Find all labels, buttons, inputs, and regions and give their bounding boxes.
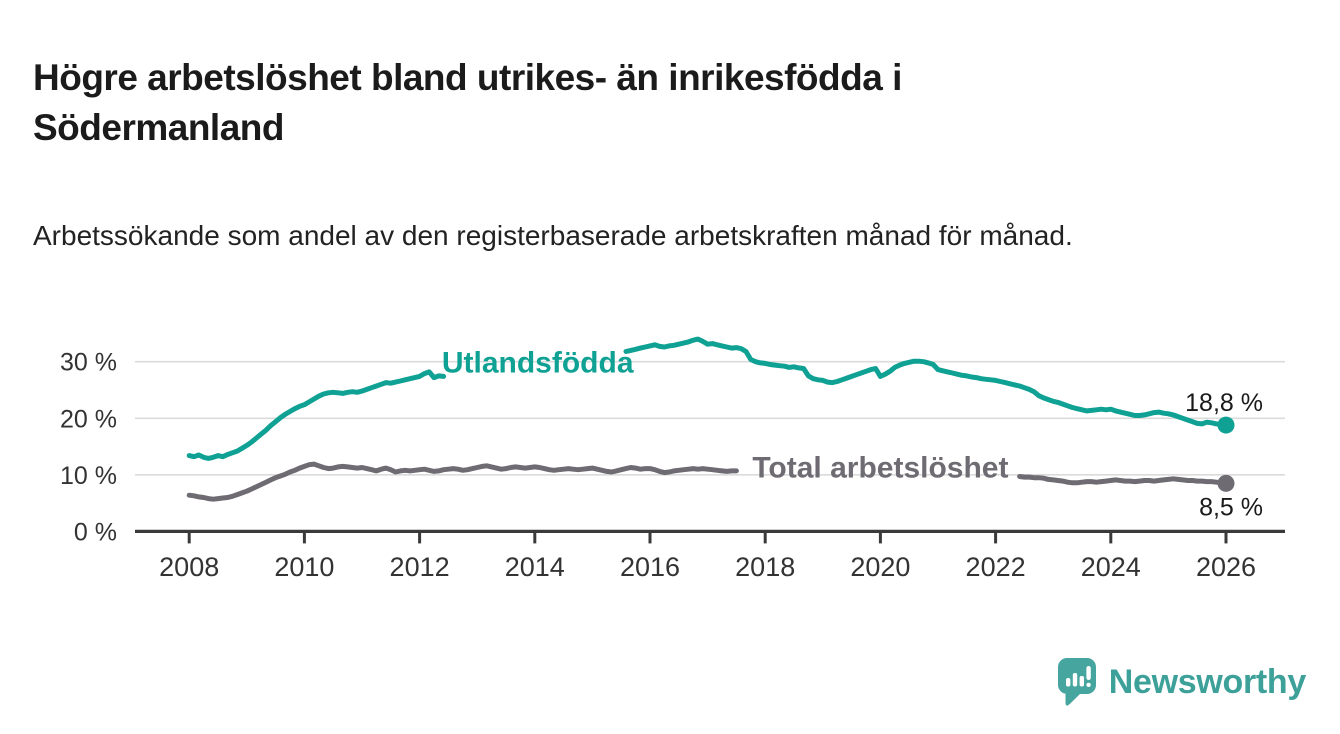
y-axis-labels: 0 % 10 % 20 % 30 % [60,349,117,547]
y-tick-label-10: 10 % [60,462,117,490]
x-tick-label-2012: 2012 [390,552,450,582]
series-end-dots [1217,416,1235,492]
x-axis [135,529,1285,544]
gridlines [135,360,1285,476]
series-end-dot-total [1217,474,1235,492]
newsworthy-bubble-chart-icon [1057,658,1096,706]
x-axis-labels: 2008 2010 2012 2014 2016 2018 2020 2022 2024 2026 [159,552,1256,582]
page-subtitle: Arbetssökande som andel av den registerb… [33,220,1073,251]
x-tick-label-2008: 2008 [159,552,219,582]
x-tick-label-2020: 2020 [850,552,910,582]
page-title: Högre arbetslöshet bland utrikes- än inr… [33,56,902,148]
x-tick-label-2010: 2010 [274,552,334,582]
series-inline-label-utlandsfodda: Utlandsfödda [442,346,634,379]
x-tick-label-2024: 2024 [1081,552,1141,582]
series-line-utlandsfodda [186,336,1229,461]
series-end-dot-utlandsfodda [1217,416,1235,434]
x-tick-label-2018: 2018 [735,552,795,582]
y-tick-label-20: 20 % [60,405,117,433]
y-tick-label-0: 0 % [74,518,117,546]
newsworthy-logo-text: Newsworthy [1108,662,1307,701]
series-lines [186,336,1229,502]
x-tick-label-2014: 2014 [505,552,565,582]
newsworthy-logo: Newsworthy [1057,658,1307,706]
series-inline-label-total: Total arbetslöshet [752,451,1008,484]
y-tick-label-30: 30 % [60,349,117,377]
x-tick-label-2026: 2026 [1196,552,1256,582]
x-tick-label-2022: 2022 [966,552,1026,582]
series-inline-labels: Utlandsfödda Total arbetslöshet [442,346,1009,484]
x-tick-label-2016: 2016 [620,552,680,582]
end-value-label-utlandsfodda: 18,8 % [1185,389,1263,417]
end-value-labels: 18,8 % 8,5 % [1185,389,1263,521]
end-value-label-total: 8,5 % [1199,493,1263,521]
series-line-total [186,461,1229,502]
